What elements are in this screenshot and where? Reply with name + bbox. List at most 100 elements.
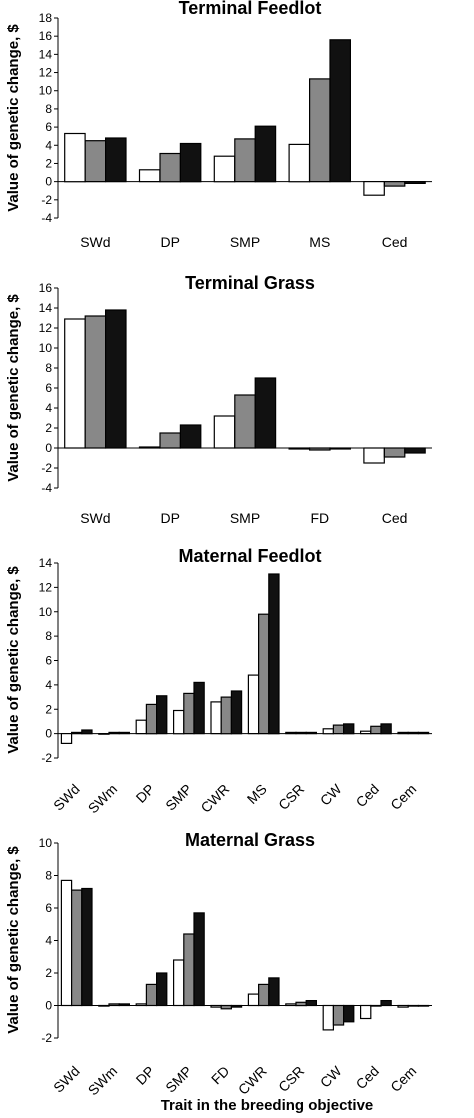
panel-1-bar (159, 152, 181, 183)
panel-3-bar (98, 732, 110, 735)
panel-3-y-tick-label: 6 (45, 654, 52, 668)
panel-4-y-tick-label: 4 (45, 934, 52, 948)
panel-3-category-label: Ced (353, 781, 382, 810)
panel-4-bar (380, 999, 392, 1007)
panel-1-bar (383, 181, 406, 187)
panel-1-bar (404, 181, 426, 185)
panel-4-bar (305, 999, 318, 1007)
panel-4-bar (247, 993, 260, 1007)
panel-4-bar (285, 1003, 297, 1007)
panel-4-bar (230, 1004, 243, 1008)
panel-3-title: Maternal Feedlot (178, 546, 321, 566)
panel-3-bar (268, 573, 280, 735)
panel-4-category-label: SWm (85, 1063, 121, 1099)
panel-1-y-tick-label: 8 (45, 102, 52, 116)
panel-1-bar (64, 132, 86, 183)
panel-2-y-tick-label: 16 (39, 281, 53, 295)
panel-4-category-label: CWR (235, 1063, 270, 1098)
panel-4-bar (258, 983, 270, 1007)
panel-3-category-label: Cem (387, 781, 419, 813)
panel-3-bar (220, 696, 232, 735)
panel-2-title: Terminal Grass (185, 273, 315, 293)
panel-1-bar (179, 142, 202, 183)
panel-4-category-label: SWd (50, 1063, 83, 1096)
panel-3-category-label: CSR (275, 781, 307, 813)
panel-3-bar (343, 723, 355, 735)
panel-2-bar (309, 447, 331, 451)
panel-3-category-label: DP (133, 781, 158, 806)
panel-3-bar (380, 723, 392, 735)
panel-4-category-label: Cem (387, 1063, 419, 1095)
panel-4-y-tick-label: 2 (45, 966, 52, 980)
panel-3-bar (295, 731, 307, 735)
panel-2-bar (234, 394, 256, 449)
panel-4-category-label: SMP (162, 1063, 195, 1096)
panel-2-bar (404, 447, 426, 454)
panel-3-category-label: CW (317, 780, 345, 808)
panel-4-bar (370, 1004, 382, 1007)
panel-4-bar (417, 1004, 430, 1007)
panel-2-bar (159, 432, 181, 449)
panel-2-bar (213, 415, 236, 449)
panel-2-bar (363, 447, 385, 464)
panel-4-bar (145, 983, 158, 1007)
panel-3-bar (173, 709, 185, 735)
panel-4-bar (81, 887, 93, 1007)
panel-3-bar (285, 731, 297, 735)
panel-3-bar (247, 674, 260, 735)
panel-4-category-label: Ced (353, 1063, 382, 1092)
panel-2-bar (329, 447, 351, 450)
panel-4-category-label: DP (133, 1063, 158, 1088)
panel-4-bar (183, 933, 195, 1007)
panel-1-category-label: SWd (80, 234, 110, 250)
panel-3-bar (407, 731, 420, 735)
panel-3-y-tick-label: 4 (45, 678, 52, 692)
panel-4-bar (70, 889, 83, 1007)
panel-2-bar (64, 318, 86, 449)
panel-3-category-label: MS (244, 781, 270, 807)
panel-3-bar (332, 724, 345, 735)
panel-3-bar (193, 681, 205, 735)
panel-2-y-tick-label: 6 (45, 381, 52, 395)
panel-1-category-label: DP (160, 234, 179, 250)
panel-4-category-label: CW (317, 1062, 345, 1090)
panel-1-bar (138, 169, 161, 183)
panel-1-y-tick-label: 12 (39, 66, 53, 80)
panel-3-bar (145, 703, 158, 735)
panel-3-y-tick-label: 14 (39, 556, 53, 570)
panel-4-bar (118, 1003, 130, 1007)
panel-3-bar (397, 731, 409, 735)
panel-3-category-label: SWm (85, 781, 121, 817)
panel-1-bar (363, 181, 385, 196)
panel-4-bar (135, 1003, 147, 1007)
panel-2-bar (383, 447, 406, 458)
figure-x-axis-label: Trait in the breeding objective (161, 1097, 374, 1114)
panel-2-category-label: SWd (80, 510, 110, 526)
panel-2-y-tick-label: 0 (45, 441, 52, 455)
panel-1-y-tick-label: 0 (45, 175, 52, 189)
panel-4-y-tick-label: 10 (39, 836, 53, 850)
panel-4-bar (295, 1001, 307, 1007)
panel-2-y-tick-label: 14 (39, 301, 53, 315)
panel-1-y-tick-label: -4 (41, 211, 52, 225)
panel-2-y-tick-label: -4 (41, 481, 52, 495)
panel-1-y-tick-label: 16 (39, 29, 53, 43)
panel-1-category-label: MS (309, 234, 330, 250)
panel-3-bar (60, 732, 73, 744)
panel-3-category-label: SMP (162, 781, 195, 814)
panel-2-y-axis-label: Value of genetic change, $ (5, 294, 22, 482)
panel-2-y-tick-label: 12 (39, 321, 53, 335)
panel-3-y-tick-label: 0 (45, 727, 52, 741)
panel-4-bar (322, 1004, 335, 1031)
panel-4-bar (220, 1004, 232, 1010)
panel-2-bar (84, 315, 107, 449)
panel-4-category-label: CSR (275, 1063, 307, 1095)
panel-2-bar (138, 446, 161, 449)
panel-4-y-tick-label: -2 (41, 1031, 52, 1045)
panel-3-y-tick-label: 2 (45, 702, 52, 716)
panel-3-y-tick-label: -2 (41, 751, 52, 765)
panel-2-category-label: FD (310, 510, 329, 526)
panel-3-y-tick-label: 10 (39, 605, 53, 619)
panel-4-bar (98, 1004, 110, 1007)
